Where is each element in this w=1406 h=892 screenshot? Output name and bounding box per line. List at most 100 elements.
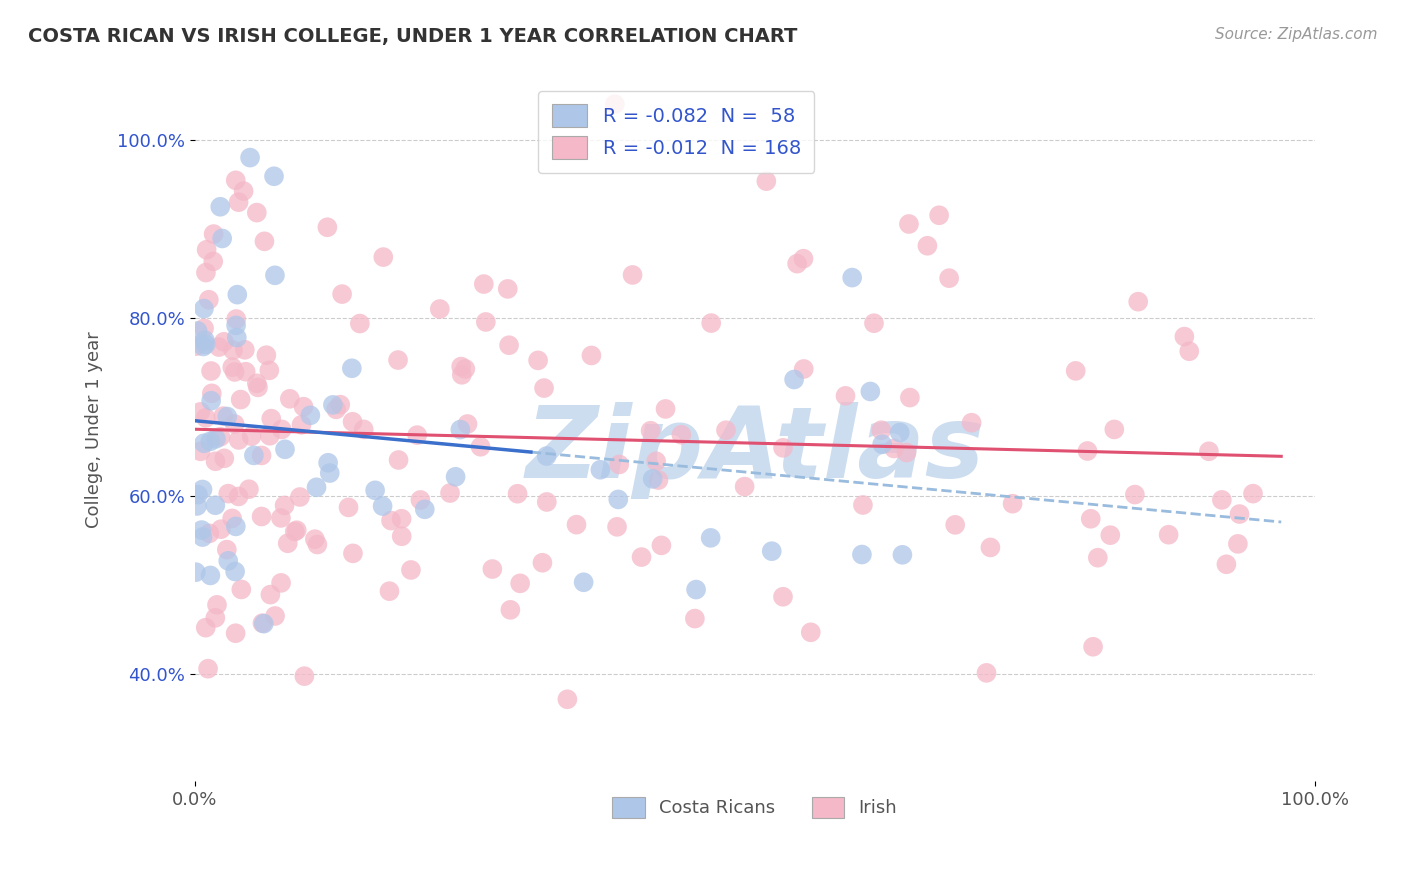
Legend: Costa Ricans, Irish: Costa Ricans, Irish [605,789,904,825]
Point [1128,294,1150,309]
Point [589,463,612,477]
Point [194,266,217,280]
Point [204,611,226,625]
Point [456,417,478,431]
Point [409,492,432,507]
Point [444,469,467,483]
Point [290,417,312,432]
Point [200,434,222,449]
Point [1173,329,1195,343]
Point [299,409,322,423]
Point [270,575,292,590]
Point [212,334,235,349]
Point [1226,537,1249,551]
Point [565,517,588,532]
Point [225,330,247,344]
Point [288,490,311,504]
Point [380,514,402,528]
Point [225,318,247,333]
Point [198,293,221,307]
Point [228,195,250,210]
Point [329,398,352,412]
Point [976,665,998,680]
Point [246,380,269,394]
Point [226,287,249,301]
Point [883,442,905,456]
Point [229,392,252,407]
Point [607,492,630,507]
Point [1001,497,1024,511]
Point [979,541,1001,555]
Point [509,576,531,591]
Point [654,401,676,416]
Point [772,590,794,604]
Point [250,449,273,463]
Point [851,548,873,562]
Point [337,500,360,515]
Point [859,384,882,399]
Point [235,365,257,379]
Point [841,270,863,285]
Point [406,428,429,442]
Point [645,454,668,468]
Point [228,490,250,504]
Point [221,511,243,525]
Point [194,333,217,347]
Point [391,529,413,543]
Point [1087,550,1109,565]
Point [204,498,226,512]
Point [225,626,247,640]
Point [259,363,281,377]
Point [399,563,422,577]
Point [253,616,276,631]
Point [238,482,260,496]
Point [243,449,266,463]
Point [190,444,212,458]
Point [897,217,920,231]
Point [260,411,283,425]
Point [225,519,247,533]
Point [259,429,281,443]
Point [870,423,893,437]
Point [204,454,226,468]
Point [1064,364,1087,378]
Point [506,486,529,500]
Point [217,554,239,568]
Point [194,621,217,635]
Point [246,205,269,219]
Point [264,268,287,283]
Point [499,603,522,617]
Point [834,389,856,403]
Point [200,568,222,582]
Point [292,669,315,683]
Point [786,257,808,271]
Point [896,445,918,459]
Point [481,562,503,576]
Point [190,405,212,419]
Point [201,386,224,401]
Point [454,362,477,376]
Point [246,376,269,391]
Point [1080,512,1102,526]
Point [187,324,209,338]
Point [307,537,329,551]
Point [387,453,409,467]
Point [898,391,921,405]
Point [264,609,287,624]
Point [450,359,472,374]
Point [1241,486,1264,500]
Point [263,169,285,184]
Point [772,441,794,455]
Point [449,423,471,437]
Point [202,254,225,268]
Point [217,409,239,424]
Point [800,625,823,640]
Point [330,287,353,301]
Point [194,410,217,425]
Point [212,409,235,423]
Point [391,512,413,526]
Point [274,442,297,457]
Text: Source: ZipAtlas.com: Source: ZipAtlas.com [1215,27,1378,42]
Point [373,250,395,264]
Point [340,361,363,376]
